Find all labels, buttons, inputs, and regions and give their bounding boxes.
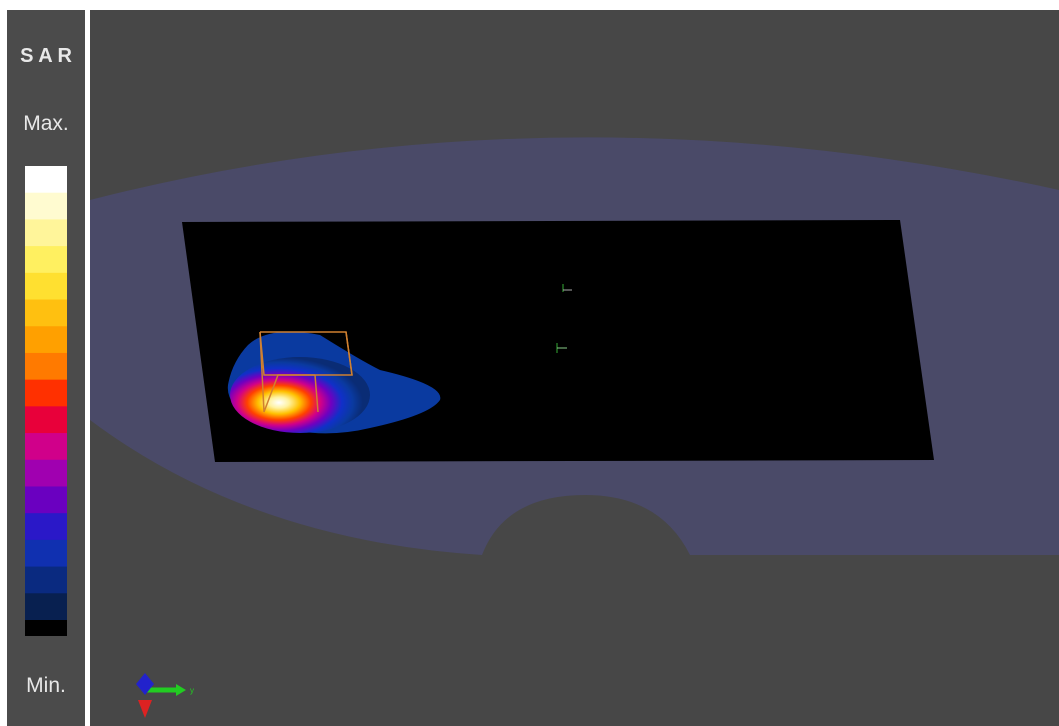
min-label: Min. bbox=[26, 674, 66, 697]
colorbar-band bbox=[25, 326, 67, 354]
colorbar-band bbox=[25, 246, 67, 274]
axis-x bbox=[138, 700, 152, 718]
colorbar-band bbox=[25, 433, 67, 461]
markers bbox=[556, 284, 572, 353]
colorbar-band bbox=[25, 272, 67, 301]
axis-triad: y bbox=[136, 673, 194, 718]
colorbar-band bbox=[25, 352, 67, 381]
axis-z bbox=[136, 673, 154, 695]
colorbar-band bbox=[25, 593, 67, 621]
colorbar-band bbox=[25, 379, 67, 407]
colorbar-band bbox=[25, 459, 67, 487]
colorbar-band bbox=[25, 166, 67, 194]
colorbar-band bbox=[25, 486, 67, 514]
sar-hotspot bbox=[230, 357, 370, 433]
box-edge bbox=[263, 374, 315, 413]
colorbar-band bbox=[25, 513, 67, 541]
probe-box bbox=[259, 331, 353, 413]
box-edge bbox=[259, 331, 265, 413]
box-edge bbox=[314, 374, 319, 413]
colorbar-band bbox=[25, 620, 67, 636]
colorbar-band bbox=[25, 406, 67, 434]
sidebar-title: S A R bbox=[20, 45, 72, 67]
box-edge bbox=[345, 331, 353, 376]
colorbar-band bbox=[25, 566, 67, 594]
axis-y-head bbox=[176, 684, 186, 696]
colorbar bbox=[25, 166, 67, 636]
colorbar-band bbox=[25, 219, 67, 247]
colorbar-band bbox=[25, 539, 67, 568]
max-label: Max. bbox=[23, 112, 69, 135]
colorbar-band bbox=[25, 299, 67, 327]
axis-label: y bbox=[190, 686, 194, 695]
colorbar-band bbox=[25, 192, 67, 220]
